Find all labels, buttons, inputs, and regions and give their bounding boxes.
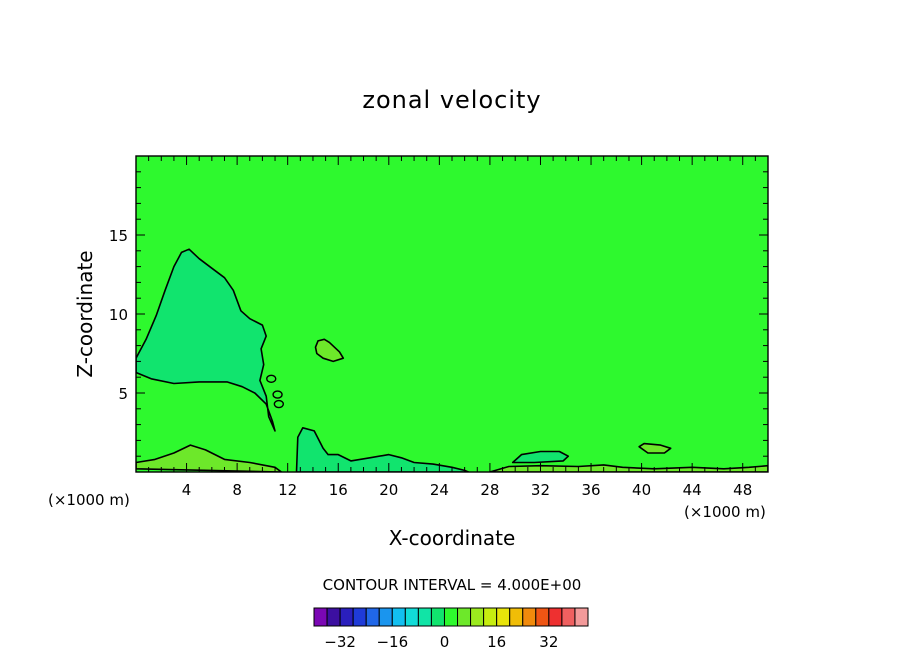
colorbar-label: 32: [539, 633, 558, 651]
colorbar-swatch: [365, 607, 380, 627]
x-tick-label: 8: [232, 481, 242, 499]
x-tick-label: 32: [531, 481, 550, 499]
x-tick-label: 12: [278, 481, 297, 499]
colorbar-label: −32: [324, 633, 356, 651]
x-axis-label: X-coordinate: [388, 526, 516, 550]
colorbar-swatch: [430, 607, 445, 627]
colorbar-swatch: [470, 607, 485, 627]
chart-title: zonal velocity: [362, 86, 542, 114]
colorbar-label: 0: [440, 633, 450, 651]
colorbar-swatch: [391, 607, 406, 627]
contour-positive-surface-band: [136, 444, 283, 472]
x-tick-label: 40: [632, 481, 651, 499]
colorbar-swatch: [313, 607, 328, 627]
colorbar-swatch: [404, 607, 419, 627]
colorbar-swatch: [535, 607, 550, 627]
colorbar-label: 16: [487, 633, 506, 651]
contour-negative-near-surface: [295, 427, 470, 472]
contour-ring-2: [272, 390, 283, 399]
contour-ring-3: [273, 399, 285, 409]
colorbar-swatch: [443, 607, 459, 627]
colorbar-swatch: [417, 607, 432, 627]
colorbar-swatch: [352, 607, 367, 627]
y-axis-label: Z-coordinate: [73, 250, 97, 378]
colorbar-swatch: [561, 607, 576, 627]
contour-ring-1: [266, 374, 277, 383]
colorbar-swatch: [509, 607, 524, 627]
colorbar-swatch: [522, 607, 537, 627]
colorbar-swatch: [378, 607, 393, 627]
colorbar-swatch: [326, 607, 341, 627]
contour-positive-lobe-upper: [314, 338, 345, 363]
x-tick-label: 24: [430, 481, 449, 499]
x-tick-label: 16: [329, 481, 348, 499]
colorbar-swatch: [548, 607, 563, 627]
x-tick-label: 44: [683, 481, 702, 499]
colorbar-swatch: [496, 607, 511, 627]
y-tick-label: 10: [109, 306, 128, 324]
x-tick-label: 20: [379, 481, 398, 499]
colorbar-swatch: [457, 607, 472, 627]
contour-positive-small-1: [638, 442, 672, 454]
colorbar-swatch: [483, 607, 498, 627]
x-unit-label-left: (×1000 m): [48, 491, 130, 509]
contour-interval-text: CONTOUR INTERVAL = 4.000E+00: [322, 576, 582, 594]
colorbar-label: −16: [376, 633, 408, 651]
y-tick-label: 5: [118, 385, 128, 403]
contour-negative-small-1: [511, 450, 570, 464]
x-tick-label: 36: [581, 481, 600, 499]
x-tick-label: 48: [733, 481, 752, 499]
x-tick-label: 28: [480, 481, 499, 499]
x-unit-label-right: (×1000 m): [684, 503, 766, 521]
colorbar-swatch: [574, 607, 589, 627]
x-tick-label: 4: [182, 481, 192, 499]
y-tick-label: 15: [109, 227, 128, 245]
colorbar-swatch: [339, 607, 354, 627]
contour-negative-lobe: [136, 248, 276, 432]
